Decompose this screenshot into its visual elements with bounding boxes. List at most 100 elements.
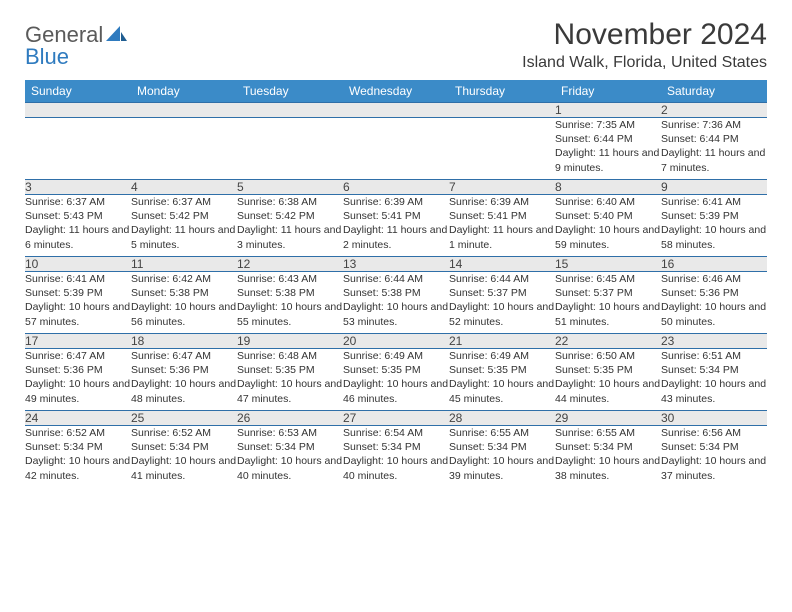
sunset-text: Sunset: 5:42 PM [237, 209, 343, 223]
day-body-cell: Sunrise: 6:47 AMSunset: 5:36 PMDaylight:… [131, 349, 237, 411]
day-body-cell [25, 118, 131, 180]
weekday-header: Saturday [661, 80, 767, 103]
weekday-header-row: SundayMondayTuesdayWednesdayThursdayFrid… [25, 80, 767, 103]
daylight-text: Daylight: 11 hours and 5 minutes. [131, 223, 237, 251]
day-number-cell: 18 [131, 334, 237, 349]
day-number-cell: 19 [237, 334, 343, 349]
daylight-text: Daylight: 10 hours and 37 minutes. [661, 454, 767, 482]
daylight-text: Daylight: 10 hours and 45 minutes. [449, 377, 555, 405]
day-number-cell: 29 [555, 411, 661, 426]
day-number-cell: 15 [555, 257, 661, 272]
day-body-cell: Sunrise: 6:40 AMSunset: 5:40 PMDaylight:… [555, 195, 661, 257]
sunset-text: Sunset: 5:34 PM [343, 440, 449, 454]
sunset-text: Sunset: 5:35 PM [237, 363, 343, 377]
sunset-text: Sunset: 5:43 PM [25, 209, 131, 223]
sunrise-text: Sunrise: 6:44 AM [343, 272, 449, 286]
sunset-text: Sunset: 5:34 PM [25, 440, 131, 454]
day-body-cell: Sunrise: 6:56 AMSunset: 5:34 PMDaylight:… [661, 426, 767, 488]
day-number-cell: 2 [661, 103, 767, 118]
sunrise-text: Sunrise: 6:37 AM [131, 195, 237, 209]
daylight-text: Daylight: 10 hours and 50 minutes. [661, 300, 767, 328]
location: Island Walk, Florida, United States [522, 54, 767, 72]
day-body-cell: Sunrise: 6:53 AMSunset: 5:34 PMDaylight:… [237, 426, 343, 488]
daybody-row: Sunrise: 6:52 AMSunset: 5:34 PMDaylight:… [25, 426, 767, 488]
calendar-page: General Blue November 2024 Island Walk, … [0, 0, 792, 506]
daylight-text: Daylight: 10 hours and 49 minutes. [25, 377, 131, 405]
sunset-text: Sunset: 5:38 PM [131, 286, 237, 300]
day-number-cell: 24 [25, 411, 131, 426]
daybody-row: Sunrise: 6:37 AMSunset: 5:43 PMDaylight:… [25, 195, 767, 257]
sunset-text: Sunset: 5:34 PM [237, 440, 343, 454]
sunrise-text: Sunrise: 6:39 AM [343, 195, 449, 209]
day-number-cell: 20 [343, 334, 449, 349]
calendar-body: 12 Sunrise: 7:35 AMSunset: 6:44 PMDaylig… [25, 103, 767, 488]
daylight-text: Daylight: 10 hours and 44 minutes. [555, 377, 661, 405]
sunset-text: Sunset: 5:37 PM [449, 286, 555, 300]
sunset-text: Sunset: 5:34 PM [555, 440, 661, 454]
day-body-cell: Sunrise: 7:35 AMSunset: 6:44 PMDaylight:… [555, 118, 661, 180]
header: General Blue November 2024 Island Walk, … [25, 18, 767, 72]
logo-text: General Blue [25, 24, 128, 68]
day-body-cell: Sunrise: 6:44 AMSunset: 5:38 PMDaylight:… [343, 272, 449, 334]
day-number-cell: 6 [343, 180, 449, 195]
sunset-text: Sunset: 5:36 PM [131, 363, 237, 377]
day-number-cell: 12 [237, 257, 343, 272]
sunset-text: Sunset: 5:36 PM [25, 363, 131, 377]
daylight-text: Daylight: 10 hours and 51 minutes. [555, 300, 661, 328]
day-body-cell: Sunrise: 6:37 AMSunset: 5:43 PMDaylight:… [25, 195, 131, 257]
daylight-text: Daylight: 11 hours and 7 minutes. [661, 146, 767, 174]
daylight-text: Daylight: 10 hours and 39 minutes. [449, 454, 555, 482]
sunrise-text: Sunrise: 6:45 AM [555, 272, 661, 286]
logo-sail-icon [106, 26, 128, 42]
day-body-cell: Sunrise: 6:37 AMSunset: 5:42 PMDaylight:… [131, 195, 237, 257]
day-number-cell: 22 [555, 334, 661, 349]
day-number-cell: 28 [449, 411, 555, 426]
sunrise-text: Sunrise: 6:56 AM [661, 426, 767, 440]
day-body-cell: Sunrise: 7:36 AMSunset: 6:44 PMDaylight:… [661, 118, 767, 180]
day-number-cell: 26 [237, 411, 343, 426]
day-body-cell: Sunrise: 6:41 AMSunset: 5:39 PMDaylight:… [25, 272, 131, 334]
sunset-text: Sunset: 5:41 PM [449, 209, 555, 223]
day-number-cell [343, 103, 449, 118]
day-body-cell [449, 118, 555, 180]
sunset-text: Sunset: 5:35 PM [449, 363, 555, 377]
day-number-cell [237, 103, 343, 118]
sunrise-text: Sunrise: 6:41 AM [25, 272, 131, 286]
day-number-cell: 10 [25, 257, 131, 272]
day-number-cell: 11 [131, 257, 237, 272]
daynum-row: 12 [25, 103, 767, 118]
daynum-row: 3456789 [25, 180, 767, 195]
daylight-text: Daylight: 10 hours and 47 minutes. [237, 377, 343, 405]
day-number-cell: 30 [661, 411, 767, 426]
sunset-text: Sunset: 5:35 PM [343, 363, 449, 377]
weekday-header: Tuesday [237, 80, 343, 103]
daylight-text: Daylight: 10 hours and 56 minutes. [131, 300, 237, 328]
sunrise-text: Sunrise: 6:44 AM [449, 272, 555, 286]
sunset-text: Sunset: 5:41 PM [343, 209, 449, 223]
day-body-cell: Sunrise: 6:44 AMSunset: 5:37 PMDaylight:… [449, 272, 555, 334]
sunset-text: Sunset: 5:38 PM [343, 286, 449, 300]
daynum-row: 24252627282930 [25, 411, 767, 426]
daylight-text: Daylight: 10 hours and 55 minutes. [237, 300, 343, 328]
logo-word2: Blue [25, 44, 69, 69]
title-block: November 2024 Island Walk, Florida, Unit… [522, 18, 767, 72]
day-number-cell [131, 103, 237, 118]
weekday-header: Friday [555, 80, 661, 103]
day-body-cell: Sunrise: 6:50 AMSunset: 5:35 PMDaylight:… [555, 349, 661, 411]
day-number-cell: 5 [237, 180, 343, 195]
sunrise-text: Sunrise: 6:48 AM [237, 349, 343, 363]
daylight-text: Daylight: 11 hours and 6 minutes. [25, 223, 131, 251]
sunset-text: Sunset: 5:40 PM [555, 209, 661, 223]
day-body-cell [343, 118, 449, 180]
weekday-header: Sunday [25, 80, 131, 103]
day-body-cell: Sunrise: 6:42 AMSunset: 5:38 PMDaylight:… [131, 272, 237, 334]
day-body-cell: Sunrise: 6:38 AMSunset: 5:42 PMDaylight:… [237, 195, 343, 257]
sunset-text: Sunset: 6:44 PM [661, 132, 767, 146]
day-number-cell: 3 [25, 180, 131, 195]
sunrise-text: Sunrise: 6:54 AM [343, 426, 449, 440]
day-number-cell: 25 [131, 411, 237, 426]
daylight-text: Daylight: 11 hours and 2 minutes. [343, 223, 449, 251]
sunrise-text: Sunrise: 6:43 AM [237, 272, 343, 286]
day-body-cell [237, 118, 343, 180]
sunset-text: Sunset: 5:36 PM [661, 286, 767, 300]
